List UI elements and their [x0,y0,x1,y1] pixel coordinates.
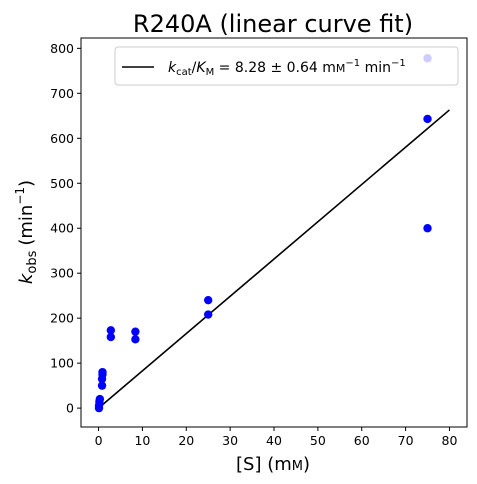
x-tick-label: 60 [354,433,370,448]
data-point [423,114,432,124]
data-point [131,335,140,344]
data-points [94,54,432,413]
y-tick-label: 500 [50,176,74,191]
data-point [106,332,116,342]
data-point [95,394,105,404]
data-point [204,295,213,305]
data-point [131,327,140,336]
y-axis-label: kobs (min−1) [13,180,40,284]
x-tick-label: 20 [178,433,194,448]
y-tick-label: 100 [50,356,74,371]
data-point [98,367,107,377]
x-tick-label: 30 [222,433,238,448]
data-point [97,381,107,390]
legend-exp1: −1 [345,58,360,69]
y-tick-label: 600 [50,131,74,146]
legend-box [114,46,459,86]
y-tick-label: 700 [50,86,74,101]
chart-title: R240A (linear curve fit) [133,10,413,38]
y-axis-label-close: ) [16,180,37,187]
x-axis-label: [S] (mM) [236,454,310,475]
axis-ticks: 0 10 20 30 40 50 60 70 8001002003004005006007008… [50,41,457,448]
y-axis-label-sub: obs [25,250,40,273]
y-tick-label: 200 [50,311,74,326]
x-tick-label: 10 [134,433,150,448]
data-point [423,224,432,233]
legend-k: k [168,60,177,76]
legend-value: = 8.28 ± 0.64 m [214,60,336,76]
data-point [204,310,213,319]
x-axis-label-close: ) [303,454,310,475]
y-axis-label-k: k [16,272,37,284]
y-axis-label-unit: (min [16,205,37,246]
x-tick-label: 70 [398,433,414,448]
legend-unit1: M [336,62,346,75]
plot-frame [80,37,468,428]
y-tick-label: 0 [66,401,74,416]
x-tick-label: 0 [95,433,103,448]
legend-K: K [196,60,207,76]
fit-line [98,109,450,409]
x-tick-label: 80 [442,433,458,448]
y-tick-label: 400 [50,221,74,236]
x-tick-label: 40 [266,433,282,448]
legend-exp2: −1 [391,58,406,69]
legend-slash: / [192,60,197,76]
legend-cat: cat [176,67,192,78]
data-point [106,326,116,335]
legend-M: M [206,67,215,78]
y-tick-label: 300 [50,266,74,281]
x-axis-label-unit: M [292,459,303,474]
x-axis-label-main: [S] (m [236,454,292,475]
x-tick-label: 50 [310,433,326,448]
legend-unit2: min [360,60,391,76]
fit-line-group [98,109,450,409]
legend-label: kcat/KM = 8.28 ± 0.64 mM−1 min−1 [168,58,406,78]
y-axis-label-exp: −1 [13,187,27,205]
y-tick-label: 800 [50,41,74,56]
legend: kcat/KM = 8.28 ± 0.64 mM−1 min−1 [114,46,459,86]
